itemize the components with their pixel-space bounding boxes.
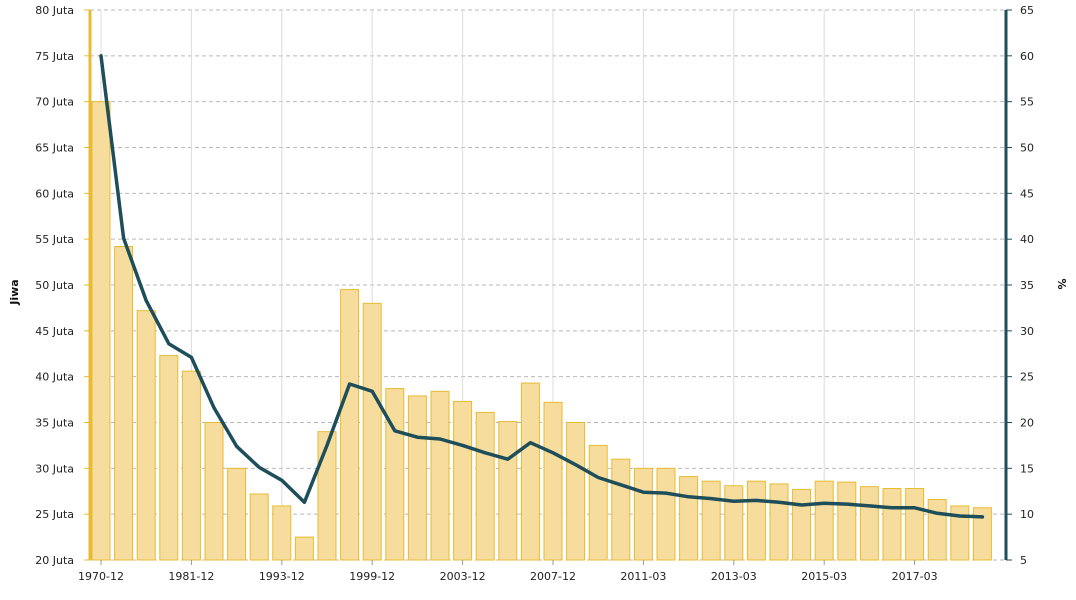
- left-tick-label: 80 Juta: [35, 4, 74, 17]
- percentage-line: [99, 54, 985, 519]
- bar: [746, 480, 766, 561]
- left-tick-label: 35 Juta: [35, 417, 74, 430]
- bar: [769, 483, 789, 561]
- left-tick-label: 55 Juta: [35, 233, 74, 246]
- bar: [136, 310, 156, 561]
- bar: [91, 101, 111, 561]
- x-tick-label: 1999-12: [349, 570, 395, 583]
- bar: [159, 355, 179, 561]
- left-tick-label: 75 Juta: [35, 50, 74, 63]
- bar: [272, 505, 292, 561]
- bar: [701, 480, 721, 561]
- bars: [91, 101, 992, 561]
- bar: [656, 467, 676, 561]
- bar: [340, 289, 360, 561]
- bar: [814, 480, 834, 561]
- bar: [972, 507, 992, 561]
- bar: [498, 421, 518, 561]
- left-tick-label: 45 Juta: [35, 325, 74, 338]
- right-tick-label: 50: [1020, 142, 1034, 155]
- x-axis-ticks: 1970-12 1981-12 1993-12 1999-12 2003-12 2007-…: [78, 560, 938, 583]
- bar: [385, 388, 405, 561]
- bar: [724, 485, 744, 561]
- right-tick-label: 60: [1020, 50, 1034, 63]
- x-tick-label: 2017-03: [892, 570, 938, 583]
- left-tick-label: 40 Juta: [35, 371, 74, 384]
- x-tick-label: 2011-03: [620, 570, 666, 583]
- left-tick-label: 60 Juta: [35, 187, 74, 200]
- left-tick-label: 70 Juta: [35, 96, 74, 109]
- left-tick-label: 30 Juta: [35, 462, 74, 475]
- right-tick-label: 45: [1020, 187, 1034, 200]
- right-tick-label: 15: [1020, 462, 1034, 475]
- right-tick-label: 65: [1020, 4, 1034, 17]
- bar: [227, 467, 247, 561]
- x-tick-label: 1993-12: [259, 570, 305, 583]
- x-tick-label: 1970-12: [78, 570, 124, 583]
- right-tick-label: 25: [1020, 371, 1034, 384]
- left-tick-label: 20 Juta: [35, 554, 74, 567]
- bar: [611, 458, 631, 561]
- bar: [950, 505, 970, 561]
- bar: [905, 488, 925, 561]
- right-tick-label: 40: [1020, 233, 1034, 246]
- bar: [520, 382, 540, 561]
- bar: [430, 390, 450, 561]
- bar: [249, 493, 269, 561]
- left-tick-label: 25 Juta: [35, 508, 74, 521]
- left-axis-ticks: 20 Juta 25 Juta 30 Juta 35 Juta 40 Juta 45 Ju…: [35, 4, 90, 567]
- x-tick-label: 2015-03: [801, 570, 847, 583]
- bar: [114, 246, 134, 561]
- bar: [927, 499, 947, 561]
- bar: [566, 422, 586, 561]
- bar: [633, 467, 653, 561]
- bar: [204, 422, 224, 561]
- bar: [792, 488, 812, 561]
- bar: [837, 481, 857, 561]
- bar: [294, 536, 314, 561]
- bar: [475, 411, 495, 561]
- bar: [543, 401, 563, 561]
- bar: [317, 431, 337, 561]
- left-tick-label: 50 Juta: [35, 279, 74, 292]
- bar: [859, 486, 879, 561]
- x-tick-label: 2007-12: [530, 570, 576, 583]
- bar: [362, 302, 382, 561]
- x-tick-label: 2003-12: [440, 570, 486, 583]
- right-tick-label: 5: [1020, 554, 1027, 567]
- bar: [679, 476, 699, 561]
- right-tick-label: 20: [1020, 417, 1034, 430]
- left-tick-label: 65 Juta: [35, 142, 74, 155]
- y-left-axis-title: Jiwa: [8, 279, 21, 305]
- bar: [588, 444, 608, 561]
- bar: [453, 400, 473, 561]
- y-right-axis-title: %: [1055, 278, 1068, 289]
- right-tick-label: 55: [1020, 96, 1034, 109]
- right-tick-label: 30: [1020, 325, 1034, 338]
- right-tick-label: 35: [1020, 279, 1034, 292]
- bar: [181, 370, 201, 561]
- bar: [882, 488, 902, 561]
- right-tick-label: 10: [1020, 508, 1034, 521]
- x-tick-label: 2013-03: [711, 570, 757, 583]
- right-axis-ticks: 5 10 15 20 25 30 35 40 45 50 55 60 65: [1006, 4, 1034, 567]
- bar: [407, 395, 427, 561]
- x-tick-label: 1981-12: [168, 570, 214, 583]
